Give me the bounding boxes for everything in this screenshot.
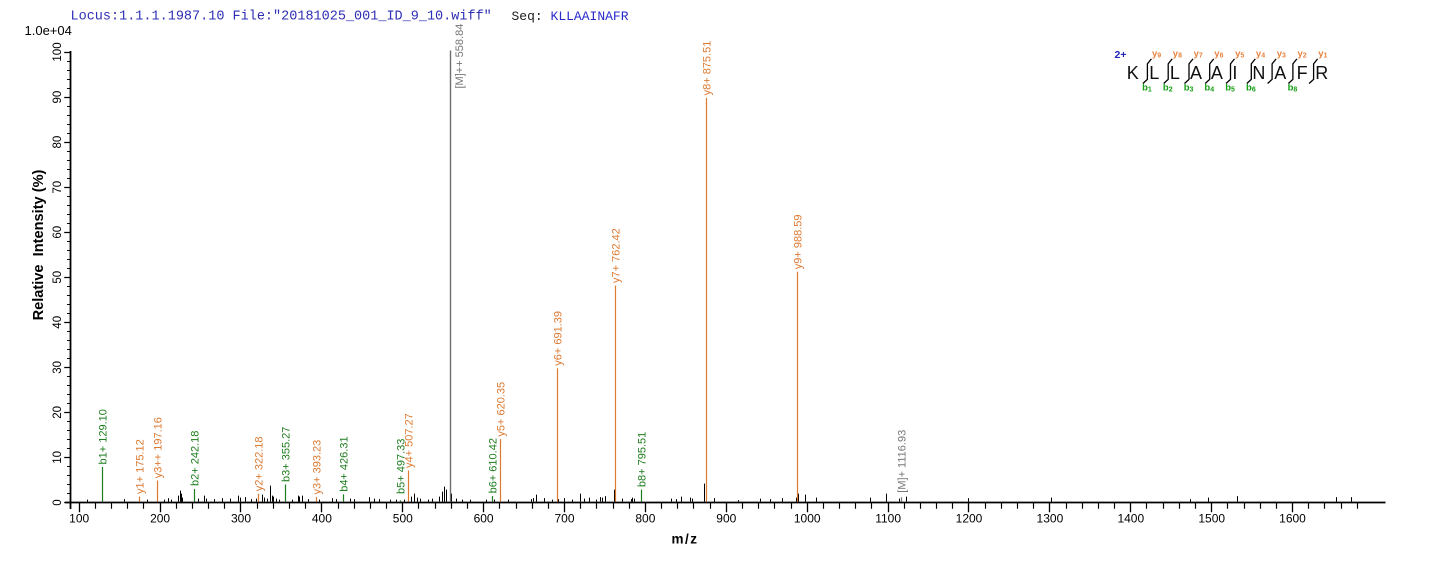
- svg-text:1400: 1400: [1117, 511, 1144, 525]
- svg-text:b4+ 426.31: b4+ 426.31: [338, 436, 350, 491]
- svg-text:F: F: [1297, 63, 1308, 83]
- svg-text:y7+ 762.42: y7+ 762.42: [610, 228, 622, 283]
- svg-text:y1+ 175.12: y1+ 175.12: [134, 439, 146, 494]
- svg-text:700: 700: [554, 511, 574, 525]
- svg-text:500: 500: [393, 511, 413, 525]
- svg-text:b2+ 242.18: b2+ 242.18: [189, 431, 201, 486]
- svg-text:200: 200: [150, 511, 170, 525]
- svg-text:40: 40: [52, 316, 64, 329]
- svg-text:m/z: m/z: [671, 532, 698, 547]
- svg-text:A: A: [1211, 63, 1223, 83]
- svg-text:y6: y6: [1214, 49, 1223, 60]
- svg-text:A: A: [1274, 63, 1286, 83]
- svg-text:N: N: [1252, 63, 1265, 83]
- svg-text:b6: b6: [1246, 83, 1256, 94]
- svg-text:b5: b5: [1225, 83, 1235, 94]
- svg-text:80: 80: [52, 136, 64, 149]
- svg-text:b1+ 129.10: b1+ 129.10: [97, 409, 109, 464]
- svg-text:L: L: [1149, 63, 1159, 83]
- svg-text:b8: b8: [1288, 83, 1298, 94]
- svg-text:b5+ 497.33: b5+ 497.33: [395, 439, 407, 494]
- svg-text:y7: y7: [1194, 49, 1203, 60]
- svg-text:b2: b2: [1163, 83, 1173, 94]
- svg-text:A: A: [1190, 63, 1202, 83]
- svg-text:[M]+ 1116.93: [M]+ 1116.93: [896, 430, 908, 493]
- svg-text:b8+ 795.51: b8+ 795.51: [636, 432, 648, 487]
- svg-text:400: 400: [312, 511, 332, 525]
- svg-text:y8+ 875.51: y8+ 875.51: [701, 41, 713, 96]
- svg-text:y8: y8: [1173, 49, 1182, 60]
- svg-text:1.0e+04: 1.0e+04: [25, 23, 72, 38]
- svg-text:Seq: KLLAAINAFR: Seq: KLLAAINAFR: [512, 9, 629, 24]
- svg-text:b6+ 610.42: b6+ 610.42: [487, 438, 499, 493]
- svg-text:1200: 1200: [956, 511, 983, 525]
- svg-text:R: R: [1315, 63, 1328, 83]
- svg-text:900: 900: [716, 511, 736, 525]
- svg-text:y5+ 620.35: y5+ 620.35: [495, 382, 507, 437]
- svg-text:b1: b1: [1142, 83, 1152, 94]
- svg-text:1000: 1000: [794, 511, 821, 525]
- svg-text:1100: 1100: [875, 511, 901, 525]
- svg-text:10: 10: [52, 451, 64, 464]
- svg-text:2+: 2+: [1115, 49, 1127, 61]
- svg-text:1300: 1300: [1037, 511, 1064, 525]
- svg-text:I: I: [1232, 63, 1237, 83]
- svg-text:20: 20: [52, 406, 64, 419]
- svg-text:1500: 1500: [1198, 511, 1225, 525]
- svg-text:60: 60: [52, 226, 64, 239]
- svg-text:0: 0: [52, 499, 64, 505]
- svg-text:600: 600: [474, 511, 494, 525]
- svg-text:y2+ 322.18: y2+ 322.18: [253, 436, 265, 491]
- svg-text:50: 50: [52, 271, 64, 284]
- svg-text:y9: y9: [1152, 49, 1161, 60]
- svg-text:b4: b4: [1204, 83, 1214, 94]
- svg-text:1600: 1600: [1279, 511, 1306, 525]
- svg-text:800: 800: [635, 511, 655, 525]
- svg-text:L: L: [1170, 63, 1180, 83]
- svg-text:y2: y2: [1298, 49, 1307, 60]
- svg-text:K: K: [1127, 63, 1139, 83]
- svg-text:100: 100: [69, 511, 89, 525]
- svg-text:300: 300: [231, 511, 251, 525]
- svg-text:y3: y3: [1277, 49, 1286, 60]
- svg-text:y6+ 691.39: y6+ 691.39: [552, 311, 564, 366]
- svg-text:b3: b3: [1184, 83, 1194, 94]
- svg-text:y9+ 988.59: y9+ 988.59: [792, 214, 804, 269]
- svg-text:y5: y5: [1235, 49, 1244, 60]
- svg-text:[M]++ 558.84: [M]++ 558.84: [454, 24, 466, 89]
- svg-text:100: 100: [52, 42, 64, 61]
- svg-text:y4+ 507.27: y4+ 507.27: [403, 413, 415, 468]
- svg-text:y1: y1: [1318, 49, 1327, 60]
- svg-text:y3++ 197.16: y3++ 197.16: [152, 417, 164, 478]
- svg-text:Locus:1.1.1.1987.10 File:"2018: Locus:1.1.1.1987.10 File:"20181025_001_I…: [71, 10, 492, 25]
- svg-text:b3+ 355.27: b3+ 355.27: [280, 427, 292, 482]
- svg-text:y3+ 393.23: y3+ 393.23: [311, 440, 323, 495]
- svg-text:Relative Intensity (%): Relative Intensity (%): [31, 169, 47, 320]
- svg-text:30: 30: [52, 361, 64, 374]
- svg-text:90: 90: [52, 91, 64, 104]
- svg-text:y4: y4: [1256, 49, 1265, 60]
- svg-text:70: 70: [52, 181, 64, 194]
